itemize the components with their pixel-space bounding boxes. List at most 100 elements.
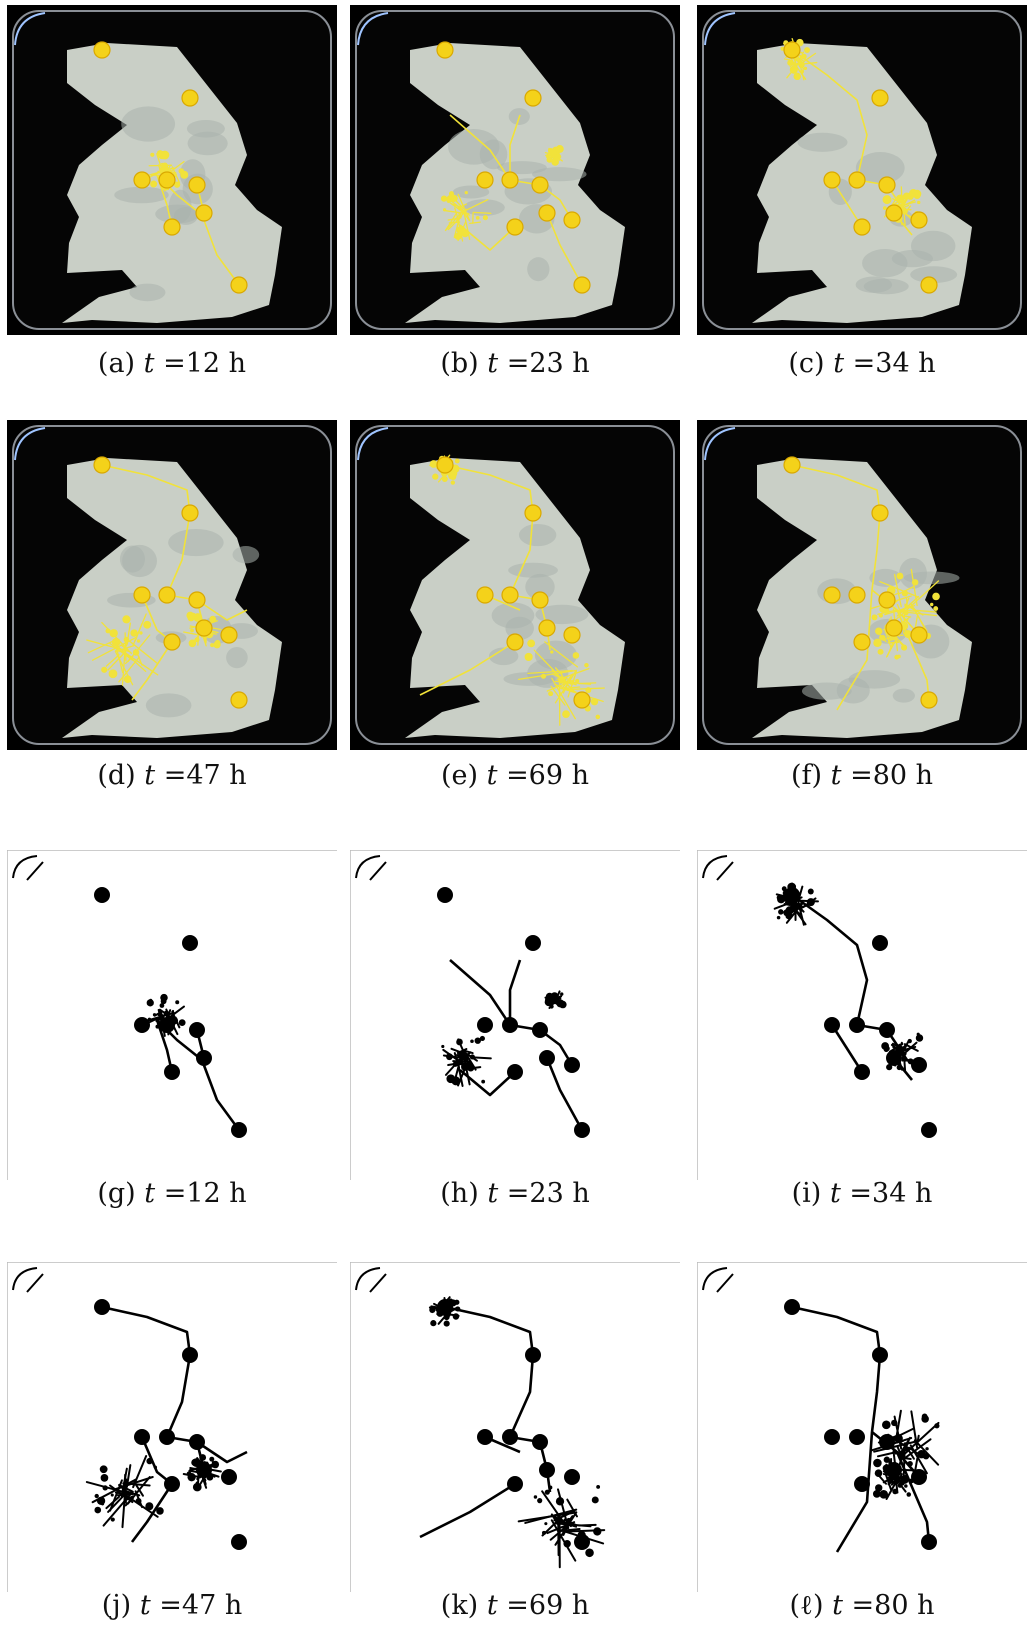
network-patch xyxy=(896,1064,903,1071)
plasmodium-patch xyxy=(188,639,197,648)
plasmodium-patch xyxy=(213,641,221,649)
plasmodium-patch xyxy=(804,47,811,53)
plasmodium-patch xyxy=(123,675,132,684)
plasmodium-vein xyxy=(449,114,541,186)
network-patch xyxy=(455,1306,461,1312)
plasmodium-patch xyxy=(429,460,438,468)
oat-flake xyxy=(531,591,549,609)
plasmodium-patch xyxy=(898,586,915,595)
network-patch xyxy=(797,902,805,926)
network-tube xyxy=(449,959,541,1032)
dish-edge-artifact xyxy=(355,1267,387,1293)
plasmodium-patch xyxy=(173,181,181,188)
network-patch xyxy=(891,1419,898,1427)
plasmodium-patch xyxy=(448,191,455,197)
network-patch xyxy=(921,1415,929,1423)
network-patch xyxy=(883,1456,891,1463)
plasmodium-patch xyxy=(887,637,892,640)
oat-flake xyxy=(885,204,903,222)
photo-image xyxy=(350,5,680,335)
network-patch xyxy=(102,1485,108,1491)
network-patch xyxy=(135,1497,142,1504)
network-patch xyxy=(547,996,553,1002)
network-patch xyxy=(186,1471,192,1477)
panel-caption: (ℓ) t =80 h xyxy=(690,1590,1032,1621)
oat-flake xyxy=(823,171,841,189)
network-patch xyxy=(899,1480,905,1486)
caption-time: =47 h xyxy=(163,760,247,791)
network-patch xyxy=(548,1485,553,1490)
oat-flake xyxy=(920,276,938,294)
network-patch xyxy=(903,1421,940,1456)
plasmodium-patch xyxy=(893,573,902,608)
network-tube xyxy=(509,1435,552,1493)
caption-variable: t xyxy=(486,760,498,791)
plasmodium-patch xyxy=(518,670,576,681)
agar-shade xyxy=(892,688,915,703)
plasmodium-patch xyxy=(447,215,463,231)
plasmodium-patch xyxy=(572,652,580,659)
caption-letter: (ℓ) xyxy=(789,1590,824,1621)
plasmodium-patch xyxy=(909,189,918,198)
network-patch xyxy=(191,1458,199,1466)
network-tube xyxy=(830,1024,864,1073)
plasmodium-patch xyxy=(803,66,808,71)
plasmodium-patch xyxy=(450,480,456,485)
food-node xyxy=(854,1476,870,1492)
food-node xyxy=(824,1017,840,1033)
oat-flake xyxy=(195,619,213,637)
oat-flake xyxy=(181,504,199,522)
network-patch xyxy=(470,1039,474,1044)
network-tube xyxy=(444,1305,535,1438)
network-patch xyxy=(169,1005,185,1018)
plasmodium-patch xyxy=(901,208,908,215)
network-patch xyxy=(550,1519,577,1562)
caption-time: =80 h xyxy=(851,1590,935,1621)
panel-caption: (b) t =23 h xyxy=(343,348,687,379)
plasmodium-vein xyxy=(546,212,583,286)
plasmodium-patch xyxy=(115,644,147,673)
agar-shade xyxy=(122,544,157,578)
food-node xyxy=(564,1469,580,1485)
panel-11 xyxy=(350,1262,680,1592)
agar-shade xyxy=(488,647,519,666)
network-patch xyxy=(533,1495,538,1499)
network-tube xyxy=(791,1305,882,1433)
network-tube xyxy=(835,1431,874,1553)
plasmodium-patch xyxy=(791,62,795,66)
network-patch xyxy=(105,1495,121,1510)
plasmodium-patch xyxy=(545,154,550,158)
plasmodium-patch xyxy=(584,662,589,668)
plasmodium-patch xyxy=(447,195,452,200)
network-patch xyxy=(879,1489,889,1499)
oat-flake xyxy=(878,591,896,609)
network-patch xyxy=(457,1051,466,1059)
plasmodium-patch xyxy=(458,198,489,215)
network-patch xyxy=(591,1496,599,1504)
oat-flake xyxy=(848,586,866,604)
plasmodium-patch xyxy=(150,180,158,188)
network-patch xyxy=(925,1447,929,1451)
panel-caption: (a) t =12 h xyxy=(0,348,344,379)
agar-shade xyxy=(463,199,505,216)
plasmodium-patch xyxy=(930,602,934,607)
oat-flake xyxy=(853,633,871,651)
plasmodium-patch xyxy=(139,631,143,635)
plasmodium-patch xyxy=(882,206,887,210)
network-patch xyxy=(149,998,153,1002)
photo-image xyxy=(350,420,680,750)
network-patch xyxy=(555,1497,565,1506)
plasmodium-patch xyxy=(562,710,570,719)
plasmodium-patch xyxy=(897,654,901,659)
network-patch xyxy=(155,1024,160,1029)
network-patch xyxy=(125,1464,132,1488)
caption-time: =34 h xyxy=(849,1178,933,1209)
plasmodium-patch xyxy=(917,200,921,205)
agar-shade xyxy=(518,523,557,547)
plasmodium-patch xyxy=(546,679,575,692)
binarized-network xyxy=(85,1299,248,1550)
plasmodium-patch xyxy=(885,631,892,648)
network-patch xyxy=(110,1517,115,1522)
plasmodium-patch xyxy=(877,648,884,655)
plasmodium-network xyxy=(436,41,591,294)
